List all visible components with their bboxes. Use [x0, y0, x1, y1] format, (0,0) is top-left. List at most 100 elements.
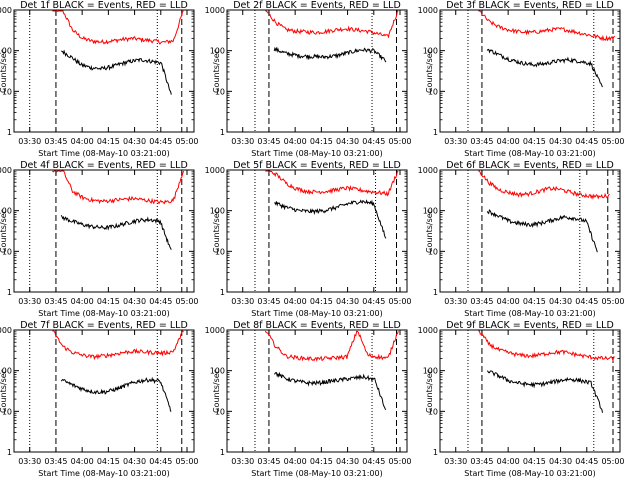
panel-title: Det 1f BLACK = Events, RED = LLD: [20, 0, 188, 11]
x-tick-label: 04:00: [71, 297, 94, 306]
x-tick-label: 04:45: [362, 297, 385, 306]
y-axis-label: Counts/sec: [0, 209, 8, 253]
plot-frame: [439, 169, 621, 293]
y-axis-label: Counts/sec: [0, 369, 8, 413]
x-axis-label: Start Time (08-May-10 03:21:00): [464, 309, 595, 318]
panel-det-3f: Det 3f BLACK = Events, RED = LLD Counts/s…: [418, 0, 625, 158]
y-tick-label: 100: [210, 367, 225, 376]
y-tick-label: 1000: [205, 6, 225, 15]
x-tick-label: 04:30: [336, 297, 359, 306]
plot-frame: [226, 169, 408, 293]
x-tick-label: 03:30: [444, 137, 467, 146]
x-tick-label: 05:00: [601, 137, 624, 146]
lld-series-line: [478, 330, 615, 363]
panel-title: Det 7f BLACK = Events, RED = LLD: [20, 320, 188, 331]
x-tick-label: 05:00: [601, 297, 624, 306]
plot-frame: [13, 329, 195, 453]
x-tick-label: 03:30: [444, 297, 467, 306]
x-axis-label: Start Time (08-May-10 03:21:00): [251, 309, 382, 318]
panel-det-7f: Det 7f BLACK = Events, RED = LLD Counts/s…: [0, 320, 199, 478]
y-tick-label: 10: [428, 87, 438, 96]
x-tick-label: 04:45: [149, 457, 172, 466]
lld-series-line: [52, 10, 184, 45]
y-tick-label: 1: [220, 128, 225, 137]
x-tick-label: 04:15: [310, 457, 333, 466]
y-tick-label: 1000: [0, 166, 12, 175]
x-tick-label: 04:30: [549, 297, 572, 306]
y-tick-label: 1000: [0, 6, 12, 15]
panel-det-8f: Det 8f BLACK = Events, RED = LLD Counts/s…: [205, 320, 412, 478]
y-tick-label: 10: [428, 247, 438, 256]
x-tick-label: 03:30: [18, 457, 41, 466]
y-tick-label: 1: [433, 448, 438, 457]
x-axis-label: Start Time (08-May-10 03:21:00): [38, 469, 169, 478]
y-tick-label: 1: [433, 128, 438, 137]
y-axis-label: Counts/sec: [212, 369, 221, 413]
x-axis-label: Start Time (08-May-10 03:21:00): [464, 149, 595, 158]
events-series-line: [486, 370, 603, 413]
y-tick-label: 10: [2, 407, 12, 416]
panel-title: Det 4f BLACK = Events, RED = LLD: [20, 160, 188, 171]
x-tick-label: 04:45: [149, 297, 172, 306]
lld-series-line: [52, 330, 184, 361]
plot-frame: [13, 169, 195, 293]
x-tick-label: 04:45: [362, 457, 385, 466]
y-tick-label: 1000: [418, 6, 438, 15]
y-tick-label: 10: [2, 247, 12, 256]
lld-series-line: [478, 10, 616, 42]
x-tick-label: 03:45: [257, 457, 280, 466]
panel-title: Det 8f BLACK = Events, RED = LLD: [233, 320, 401, 331]
y-tick-label: 100: [0, 47, 12, 56]
y-tick-label: 100: [423, 207, 438, 216]
x-tick-label: 04:15: [97, 457, 120, 466]
x-tick-label: 03:45: [470, 297, 493, 306]
x-tick-label: 03:30: [231, 457, 254, 466]
x-tick-label: 03:45: [257, 297, 280, 306]
plot-frame: [13, 9, 195, 133]
y-tick-label: 10: [215, 247, 225, 256]
x-tick-label: 03:45: [44, 457, 67, 466]
panel-det-5f: Det 5f BLACK = Events, RED = LLD Counts/s…: [205, 160, 412, 318]
panel-title: Det 3f BLACK = Events, RED = LLD: [446, 0, 614, 11]
x-tick-label: 03:30: [231, 297, 254, 306]
y-tick-label: 100: [423, 367, 438, 376]
x-tick-label: 04:00: [497, 457, 520, 466]
plot-frame: [439, 9, 621, 133]
y-tick-label: 1: [7, 288, 12, 297]
x-tick-label: 05:00: [388, 297, 411, 306]
x-tick-label: 04:00: [497, 297, 520, 306]
events-series-line: [486, 48, 603, 88]
x-tick-label: 04:30: [549, 457, 572, 466]
y-tick-label: 10: [428, 407, 438, 416]
panel-det-2f: Det 2f BLACK = Events, RED = LLD Counts/s…: [205, 0, 412, 158]
y-tick-label: 10: [215, 87, 225, 96]
x-axis-label: Start Time (08-May-10 03:21:00): [464, 469, 595, 478]
y-tick-label: 100: [0, 367, 12, 376]
y-tick-label: 1000: [418, 166, 438, 175]
x-tick-label: 04:30: [123, 457, 146, 466]
lld-series-line: [265, 170, 399, 197]
x-tick-label: 03:45: [44, 297, 67, 306]
x-tick-label: 04:15: [97, 137, 120, 146]
y-tick-label: 100: [423, 47, 438, 56]
x-tick-label: 04:00: [284, 457, 307, 466]
x-tick-label: 04:45: [575, 297, 598, 306]
x-tick-label: 04:15: [97, 297, 120, 306]
panel-title: Det 2f BLACK = Events, RED = LLD: [233, 0, 401, 11]
lld-series-line: [478, 170, 610, 200]
panel-title: Det 9f BLACK = Events, RED = LLD: [446, 320, 614, 331]
panel-det-4f: Det 4f BLACK = Events, RED = LLD Counts/s…: [0, 160, 199, 318]
x-tick-label: 04:30: [123, 297, 146, 306]
x-tick-label: 03:30: [18, 297, 41, 306]
x-tick-label: 05:00: [601, 457, 624, 466]
y-tick-label: 1000: [418, 326, 438, 335]
x-tick-label: 03:45: [470, 137, 493, 146]
y-tick-label: 1: [220, 448, 225, 457]
y-tick-label: 1: [7, 448, 12, 457]
x-tick-label: 04:00: [284, 297, 307, 306]
panel-det-9f: Det 9f BLACK = Events, RED = LLD Counts/s…: [418, 320, 625, 478]
x-tick-label: 04:00: [284, 137, 307, 146]
x-axis-label: Start Time (08-May-10 03:21:00): [38, 149, 169, 158]
x-tick-label: 04:00: [497, 137, 520, 146]
